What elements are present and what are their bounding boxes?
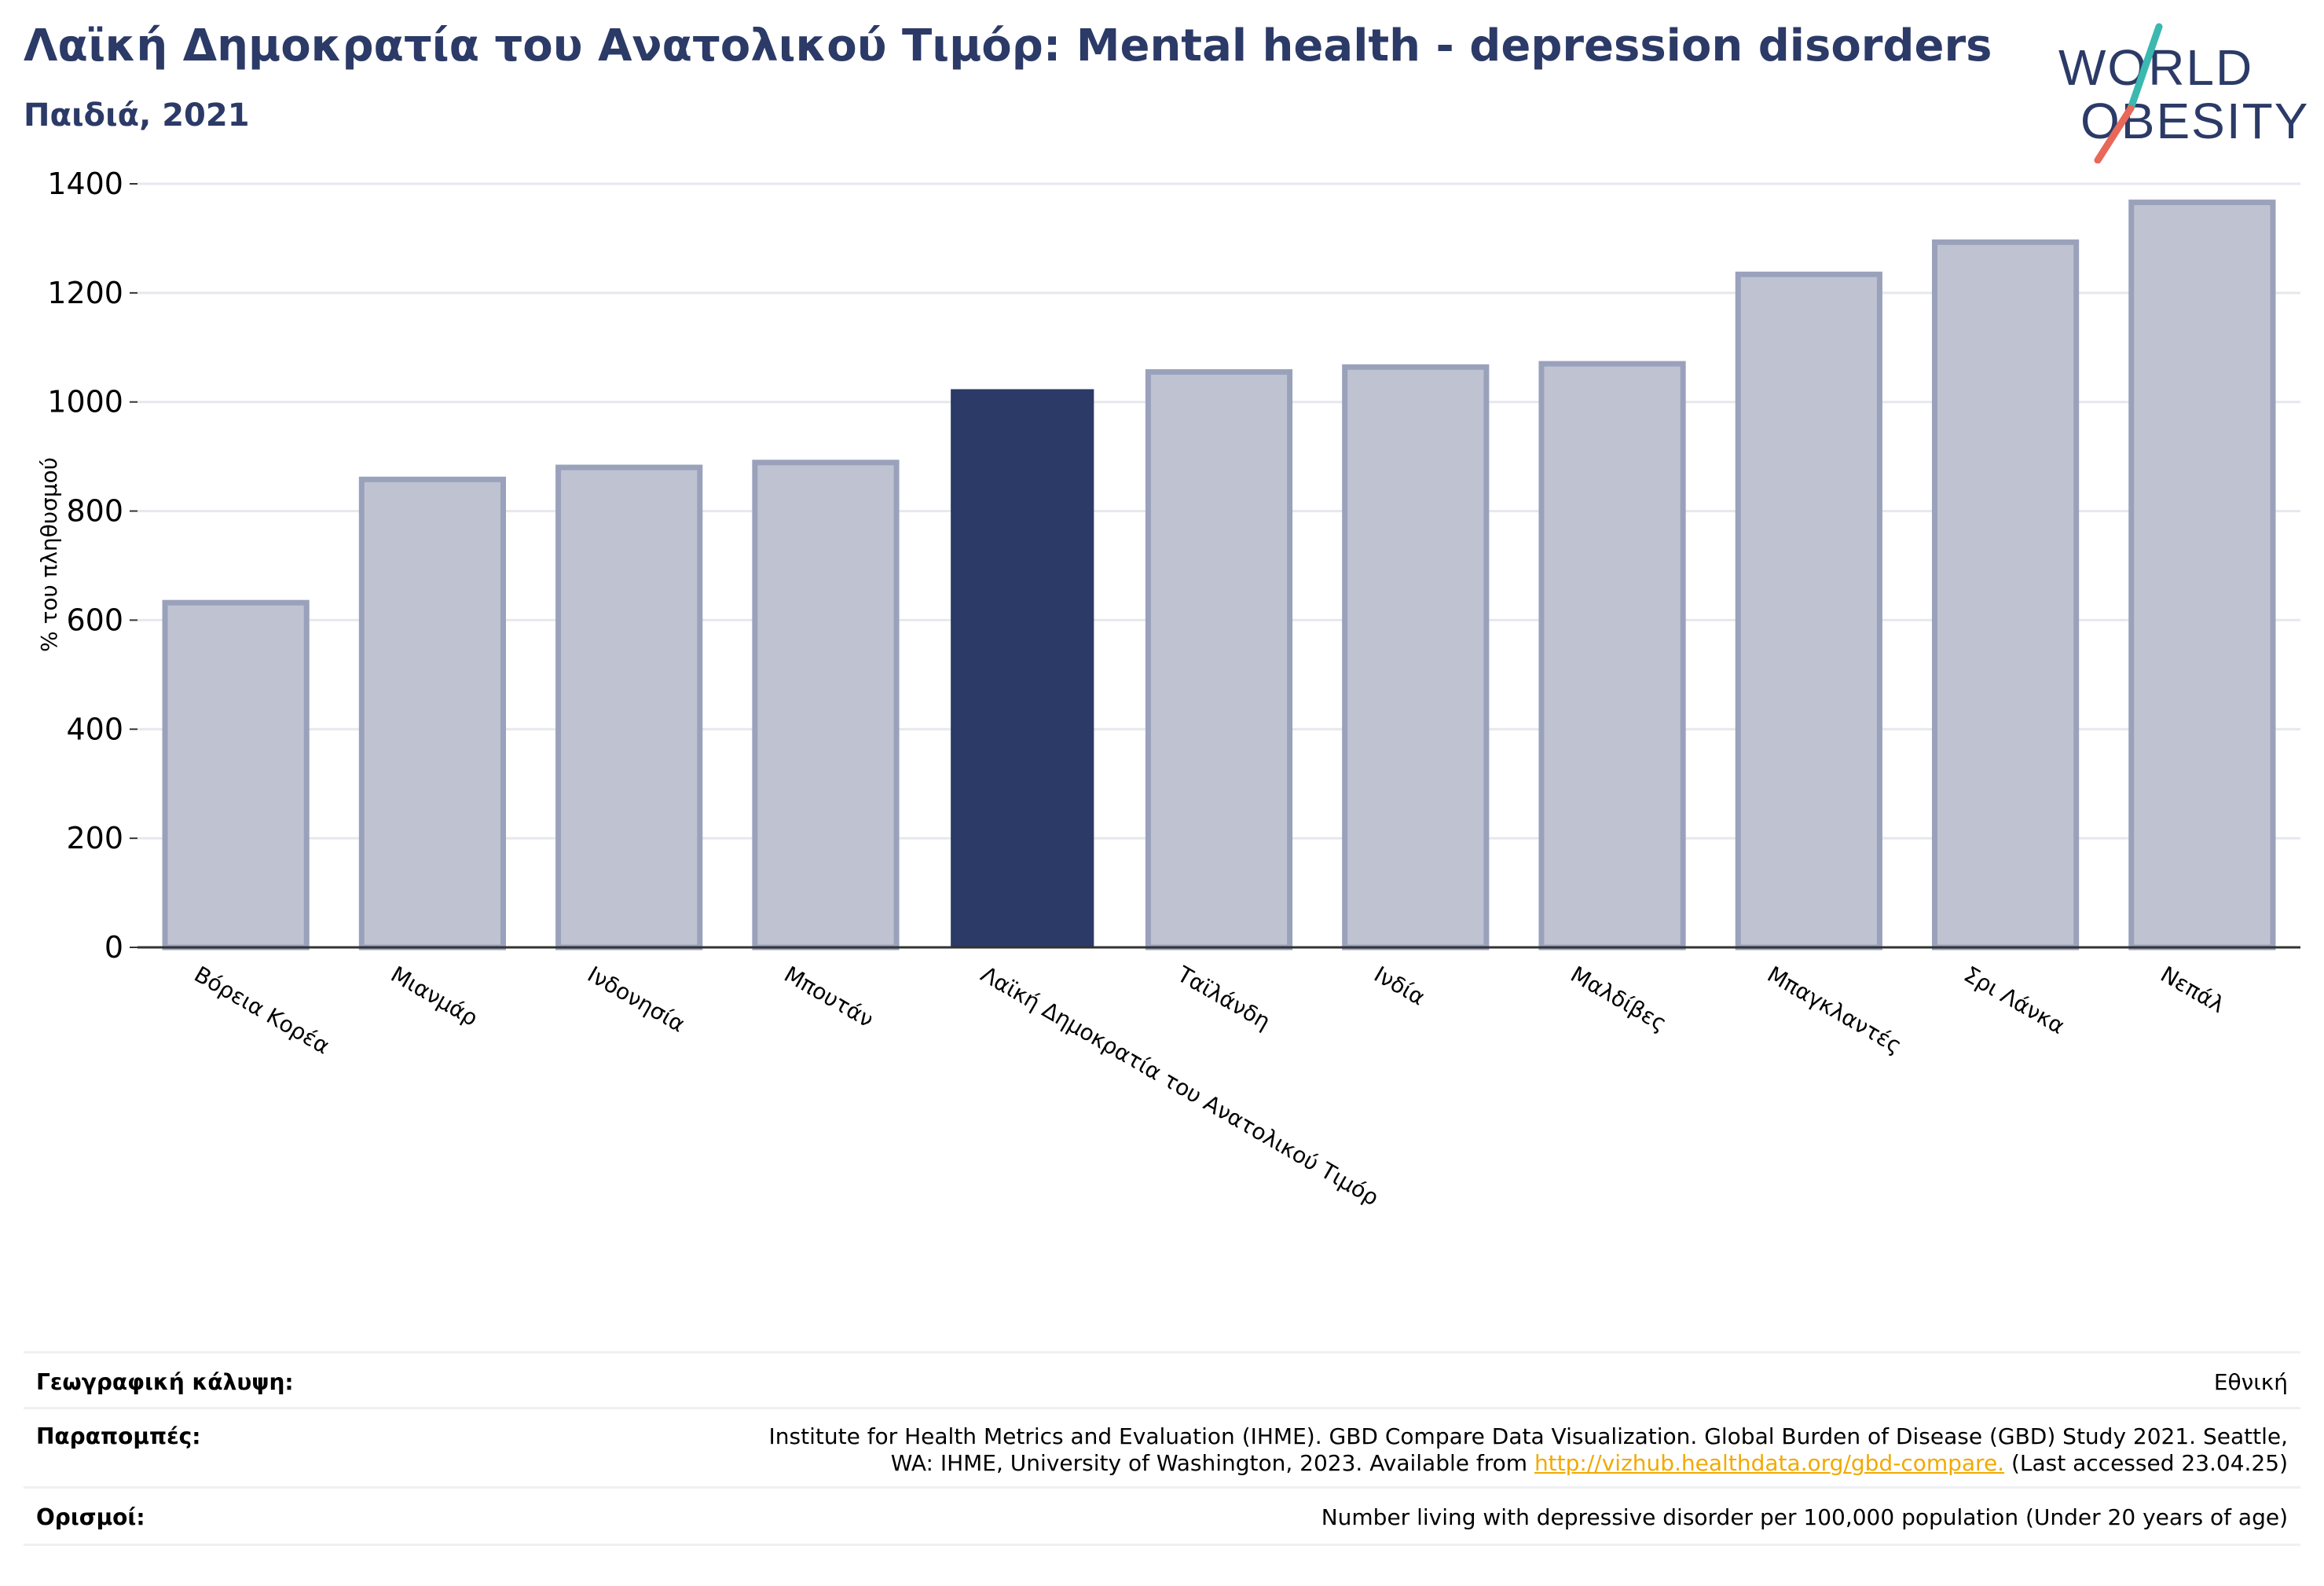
ref-line-2-pre: WA: IHME, University of Washington, 2023…	[890, 1450, 1534, 1476]
ref-line-1: Institute for Health Metrics and Evaluat…	[768, 1423, 2288, 1449]
world-obesity-logo: WORLD OBESITY	[2058, 23, 2309, 163]
logo-word-world: WORLD	[2058, 39, 2253, 96]
bar-7	[1538, 361, 1686, 951]
y-tick-label: 1200	[47, 276, 123, 310]
bar-chart: 0 200 400 600 800 1000 1200 1400 Βόρεια Κορέα Μι…	[36, 167, 2300, 1211]
ref-label: Παραπομπές:	[36, 1423, 201, 1449]
x-tick-label: Λαϊκή Δημοκρατία του Ανατολικού Τιμόρ	[977, 961, 1384, 1211]
bar-6	[1342, 364, 1490, 951]
chart-footer: Γεωγραφική κάλυψη: Εθνική Παραπομπές: In…	[24, 1351, 2300, 1546]
x-tick-label: Μιανμάρ	[387, 961, 482, 1031]
x-tick-label: Σρι Λάνκα	[1959, 961, 2069, 1039]
ref-link[interactable]: http://vizhub.healthdata.org/gbd-compare…	[1534, 1450, 2005, 1476]
bar-10	[2128, 200, 2276, 951]
ref-line-2-post: (Last accessed 23.04.25)	[2004, 1450, 2288, 1476]
bar-5	[1145, 369, 1293, 951]
y-tick-label: 200	[66, 821, 123, 855]
bar-8	[1735, 271, 1882, 951]
geo-label: Γεωγραφική κάλυψη:	[36, 1369, 294, 1395]
chart-title: Λαϊκή Δημοκρατία του Ανατολικού Τιμόρ: M…	[24, 20, 1992, 71]
bar-0	[162, 599, 310, 951]
logo-slash-top	[2127, 23, 2163, 112]
x-tick-label: Μπαγκλαντές	[1763, 961, 1906, 1058]
footer-row-geographic-coverage: Γεωγραφική κάλυψη: Εθνική	[24, 1353, 2300, 1409]
bar-2	[555, 464, 703, 951]
x-tick-label: Νεπάλ	[2156, 961, 2229, 1018]
x-tick-label: Ινδία	[1369, 961, 1429, 1010]
y-tick-label: 1000	[47, 385, 123, 419]
x-tick-label: Μπουτάν	[779, 961, 878, 1032]
y-tick-label: 600	[66, 603, 123, 637]
footer-row-references: Παραπομπές: Institute for Health Metrics…	[24, 1409, 2300, 1489]
logo-slash-bottom	[2094, 104, 2135, 163]
chart-subtitle: Παιδιά, 2021	[24, 97, 250, 134]
y-axis-label: % του πληθυσμού	[36, 457, 62, 652]
bar-4	[951, 389, 1094, 948]
def-label: Ορισμοί:	[36, 1504, 145, 1530]
y-tick-label: 400	[66, 712, 123, 746]
x-tick-label: Ινδονησία	[583, 961, 689, 1037]
y-tick-label: 800	[66, 494, 123, 529]
bar-9	[1931, 239, 2080, 951]
geo-value: Εθνική	[2213, 1369, 2288, 1395]
bar-3	[752, 460, 900, 951]
y-tick-label: 1400	[47, 167, 123, 201]
x-tick-label: Ταϊλάνδη	[1172, 961, 1274, 1035]
ref-value: Institute for Health Metrics and Evaluat…	[769, 1423, 2288, 1477]
x-tick-label: Βόρεια Κορέα	[190, 961, 335, 1059]
y-tick-labels: 0 200 400 600 800 1000 1200 1400	[47, 167, 137, 965]
bar-1	[358, 476, 507, 951]
x-tick-labels: Βόρεια Κορέα Μιανμάρ Ινδονησία Μπουτάν Λαϊκή…	[190, 961, 2229, 1211]
logo-word-obesity: OBESITY	[2080, 93, 2309, 149]
footer-row-definitions: Ορισμοί: Number living with depressive d…	[24, 1489, 2300, 1546]
def-value: Number living with depressive disorder p…	[1321, 1504, 2288, 1530]
x-tick-label: Μαλδίβες	[1567, 961, 1672, 1036]
y-tick-label: 0	[104, 930, 123, 965]
bars	[162, 200, 2276, 951]
